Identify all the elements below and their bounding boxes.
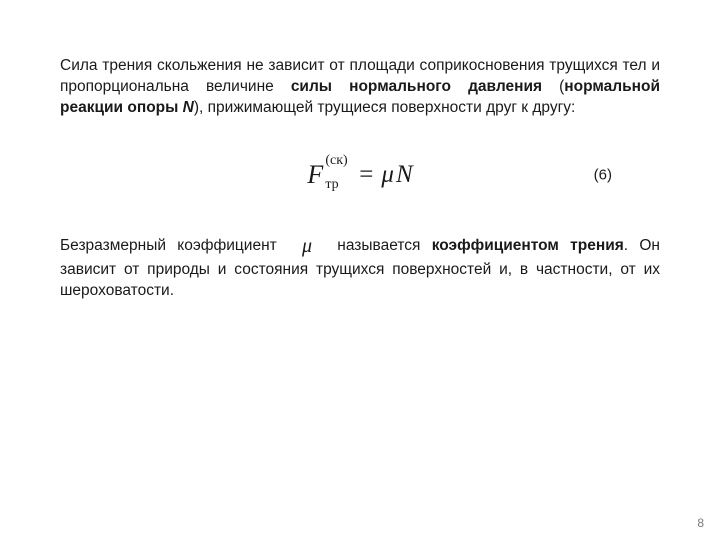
paragraph-2: Безразмерный коэффициент μ называется ко…	[60, 233, 660, 302]
page-number: 8	[697, 516, 704, 530]
p2-text-2: называется	[326, 237, 432, 254]
p2-mu-inline: μ	[288, 233, 326, 260]
document-page: Сила трения скольжения не зависит от пло…	[0, 0, 720, 540]
eq-F-superscript: (ск)	[325, 153, 347, 169]
eq-equals: =	[359, 161, 373, 189]
eq-F-subscript: тр	[325, 177, 338, 193]
eq-mu: μ	[381, 161, 394, 189]
p1-bold-1: силы нормального давления	[291, 78, 542, 95]
p1-text-2: (	[542, 78, 564, 95]
p2-bold-1: коэффициентом трения	[432, 237, 624, 254]
equation-row: F (ск) тр = μ N (6)	[60, 153, 660, 197]
equation-F: F (ск) тр	[307, 160, 351, 190]
eq-N: N	[396, 161, 413, 189]
paragraph-1: Сила трения скольжения не зависит от пло…	[60, 56, 660, 119]
equation: F (ск) тр = μ N	[307, 160, 412, 190]
p1-text-3: ), прижимающей трущиеся поверхности друг…	[194, 99, 575, 116]
eq-F-letter: F	[307, 160, 323, 189]
equation-number: (6)	[594, 166, 612, 183]
p1-bold-italic-N: N	[183, 99, 194, 116]
p2-text-1: Безразмерный коэффициент	[60, 237, 288, 254]
